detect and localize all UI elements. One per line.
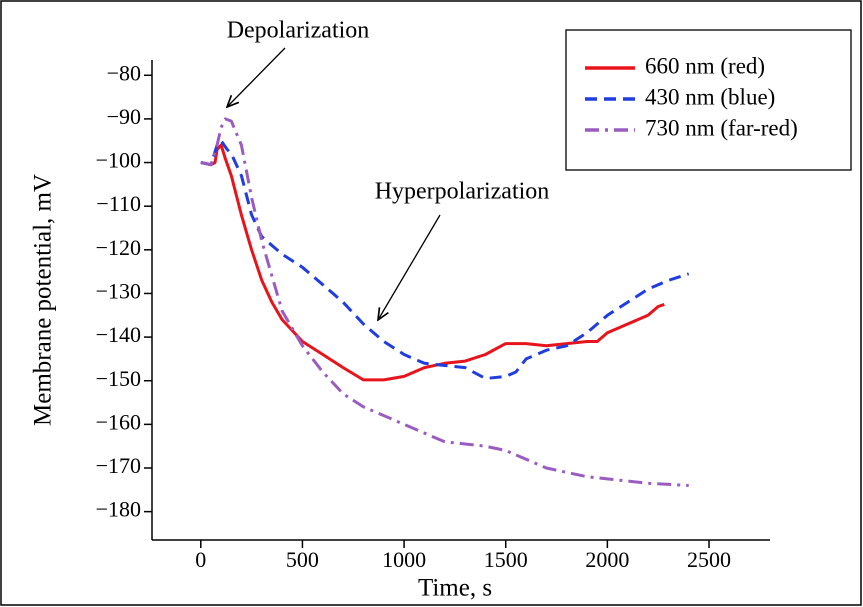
y-tick-label: −120 [96,235,141,260]
y-tick-label: −140 [96,322,141,347]
y-axis-title: Membrane potential, mV [30,174,57,426]
y-tick-label: −160 [96,409,141,434]
x-tick-label: 1500 [484,547,528,572]
x-axis-title: Time, s [418,575,492,602]
y-tick-label: −110 [96,191,141,216]
x-tick-label: 0 [195,547,206,572]
y-tick-label: −80 [107,60,141,85]
y-tick-label: −150 [96,366,141,391]
y-tick-label: −180 [96,497,141,522]
legend-label: 730 nm (far-red) [645,115,798,140]
y-tick-label: −90 [107,104,141,129]
annotation-arrow [378,214,441,320]
x-tick-label: 1000 [382,547,426,572]
x-tick-label: 500 [286,547,319,572]
legend-label: 660 nm (red) [645,53,765,78]
legend-label: 430 nm (blue) [645,84,775,109]
data-line [200,139,690,380]
annotation: Depolarization [227,18,370,44]
x-tick-label: 2000 [585,547,629,572]
annotation-arrow [227,47,286,107]
annotation: Hyperpolarization [375,179,550,205]
y-tick-label: −100 [96,148,141,173]
x-tick-label: 2500 [687,547,731,572]
y-tick-label: −130 [96,279,141,304]
data-line [200,143,665,382]
data-line [200,117,689,487]
y-tick-label: −170 [96,453,141,478]
